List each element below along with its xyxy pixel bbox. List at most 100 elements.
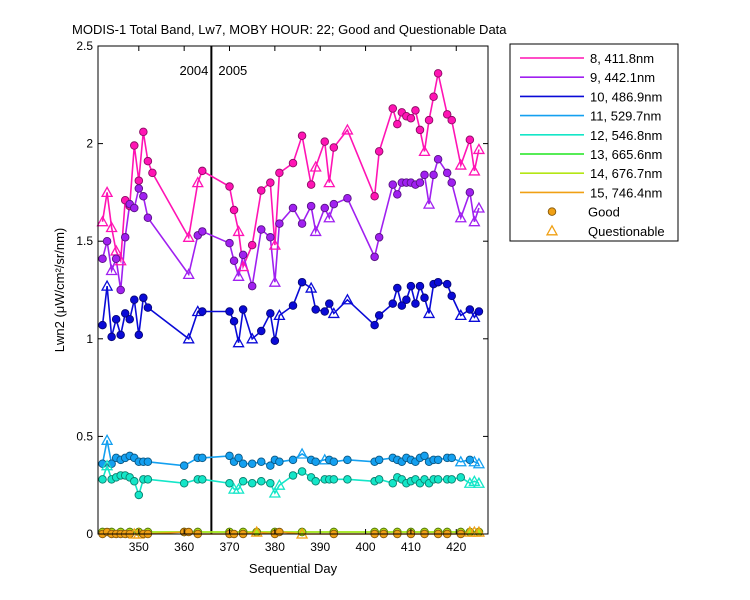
- good-point: [433, 154, 443, 164]
- questionable-point: [182, 268, 195, 280]
- questionable-point: [323, 211, 336, 223]
- questionable-point: [472, 457, 486, 469]
- good-point: [297, 277, 307, 287]
- good-point: [225, 307, 234, 316]
- legend-marker-0: Good: [547, 205, 620, 220]
- legend-item-0: 8, 411.8nm: [520, 51, 654, 66]
- good-point: [447, 453, 456, 463]
- good-point: [388, 104, 398, 113]
- questionable-point: [309, 160, 322, 172]
- y-axis-label: Lwn2 (μW/cm²/sr/nm): [52, 228, 67, 353]
- legend-item-1: 9, 442.1nm: [520, 70, 655, 85]
- questionable-point: [182, 230, 195, 242]
- good-point: [442, 110, 452, 119]
- y-tick-label: 0: [86, 527, 93, 541]
- questionable-point: [472, 476, 486, 488]
- legend-item-7: 15, 746.4nm: [520, 185, 662, 200]
- good-point: [456, 473, 466, 482]
- series-line: [101, 280, 480, 343]
- y-tick-label: 0.5: [76, 429, 93, 443]
- questionable-point: [100, 433, 114, 445]
- questionable-point: [454, 211, 467, 223]
- good-point: [370, 320, 379, 330]
- legend: 8, 411.8nm 9, 442.1nm 10, 486.9nm 11, 529.7…: [509, 43, 679, 242]
- x-axis-label: Sequential Day: [249, 561, 338, 576]
- good-point: [148, 168, 157, 178]
- good-point: [320, 307, 329, 316]
- legend-label: 9, 442.1nm: [590, 70, 655, 85]
- y-tick-label: 1.5: [76, 234, 93, 248]
- good-point: [275, 168, 284, 178]
- questionable-point: [295, 447, 309, 459]
- good-point: [102, 236, 112, 246]
- questionable-point: [182, 332, 195, 344]
- good-point: [275, 219, 284, 228]
- good-point: [329, 143, 339, 152]
- x-tick-label: 390: [310, 540, 330, 554]
- good-point: [374, 233, 384, 242]
- y-tick-label: 2.5: [76, 39, 93, 53]
- good-point: [420, 170, 429, 180]
- good-point: [397, 301, 407, 310]
- series-markers-1: [98, 154, 486, 295]
- good-point: [429, 92, 438, 102]
- series-line: [101, 73, 480, 270]
- good-point: [257, 186, 266, 195]
- good-point: [120, 309, 130, 318]
- good-point: [374, 147, 384, 156]
- good-point: [374, 455, 384, 465]
- good-point: [370, 252, 379, 262]
- questionable-point: [250, 525, 263, 537]
- good-point: [474, 307, 484, 316]
- good-point: [429, 170, 438, 180]
- good-point: [325, 299, 334, 308]
- good-point: [225, 238, 234, 248]
- y-tick-label: 2: [86, 137, 93, 151]
- questionable-point: [468, 215, 481, 227]
- good-point: [266, 309, 275, 318]
- good-point: [139, 127, 148, 137]
- y-axis-ticks: 0 0.5 1 1.5 2 2.5: [76, 39, 488, 541]
- questionable-point: [268, 238, 281, 250]
- questionable-point: [100, 186, 114, 198]
- good-point: [442, 279, 452, 289]
- good-point: [139, 293, 148, 303]
- good-point: [442, 168, 452, 178]
- series-1: [101, 157, 480, 291]
- good-point: [288, 203, 298, 213]
- questionable-point: [454, 158, 467, 170]
- good-point: [388, 478, 398, 488]
- x-tick-label: 350: [129, 540, 149, 554]
- good-point: [143, 156, 153, 166]
- good-point: [225, 451, 234, 461]
- good-point: [329, 457, 339, 467]
- good-point: [320, 137, 329, 146]
- series-0: [101, 73, 480, 270]
- good-point: [116, 330, 125, 340]
- x-tick-label: 400: [356, 540, 376, 554]
- legend-item-4: 12, 546.8nm: [520, 128, 662, 143]
- legend-label: 12, 546.8nm: [590, 128, 662, 143]
- series-markers-4: [98, 459, 486, 500]
- good-point: [134, 490, 144, 500]
- good-point: [393, 283, 402, 293]
- legend-item-3: 11, 529.7nm: [520, 109, 661, 124]
- good-point: [143, 213, 153, 223]
- good-point: [247, 281, 257, 291]
- good-point: [229, 256, 239, 265]
- good-point: [393, 119, 402, 129]
- questionable-point: [468, 164, 481, 176]
- good-point: [374, 311, 384, 320]
- questionable-point: [422, 307, 436, 319]
- good-point: [433, 475, 443, 484]
- legend-questionable-symbol: [545, 224, 559, 236]
- year-label-right: 2005: [218, 63, 247, 78]
- x-axis-ticks: 350 360 370 380 390 400 410 420: [129, 46, 467, 554]
- good-point: [130, 203, 139, 213]
- questionable-point: [472, 525, 486, 537]
- legend-label: Good: [588, 205, 620, 220]
- good-point: [288, 471, 298, 480]
- good-point: [288, 455, 298, 465]
- good-point: [257, 477, 266, 486]
